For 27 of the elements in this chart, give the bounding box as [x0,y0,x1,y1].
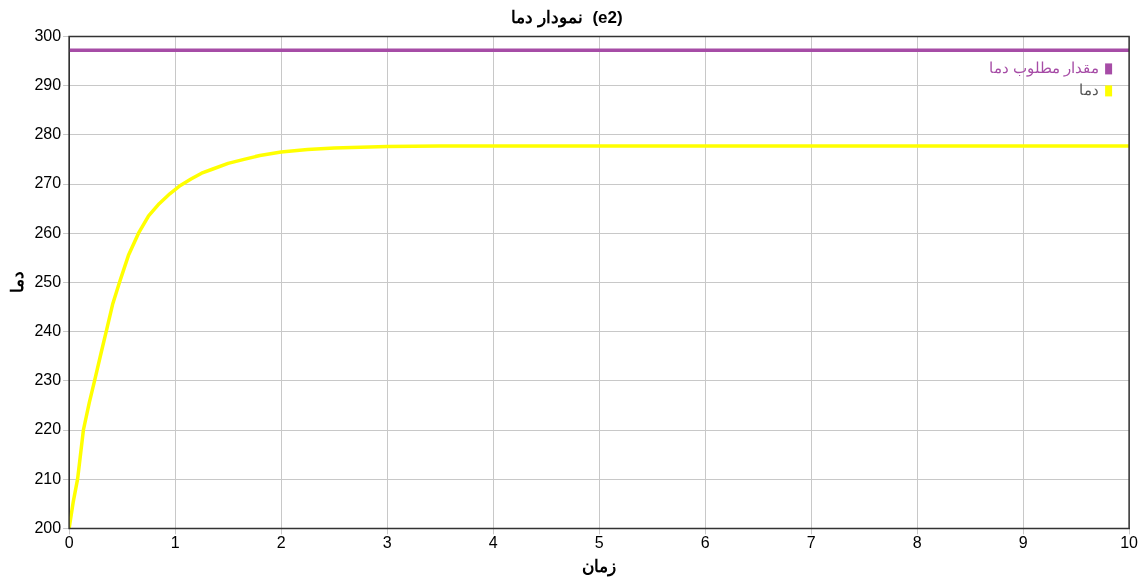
y-tick-label: 270 [34,174,62,192]
y-tick-label: 210 [34,469,62,487]
x-tick-label: 5 [594,534,604,552]
y-tick-label: 300 [34,26,62,44]
y-tick-label: 240 [34,322,62,340]
x-tick-label: 10 [1120,534,1138,552]
y-axis-title: دما [7,271,27,294]
y-tick-label: 220 [34,420,62,438]
x-tick-label: 4 [488,534,498,552]
legend-label: مقدار مطلوب دما [988,58,1100,77]
y-tick-label: 200 [34,518,62,536]
legend-label: دما [1079,80,1100,98]
x-tick-label: 9 [1018,534,1028,552]
x-tick-label: 0 [64,534,74,552]
chart-title: نمودار دما (e2) [511,7,623,28]
y-tick-label: 250 [34,272,62,290]
x-tick-label: 7 [806,534,816,552]
y-tick-label: 260 [34,223,62,241]
x-tick-label: 8 [912,534,922,552]
x-tick-label: 3 [382,534,392,552]
x-tick-label: 2 [276,534,286,552]
y-tick-label: 230 [34,371,62,389]
x-tick-label: 1 [170,534,180,552]
y-tick-label: 290 [34,76,62,94]
y-tick-label: 280 [34,125,62,143]
x-axis-title: زمان [582,557,617,578]
x-tick-label: 6 [700,534,710,552]
